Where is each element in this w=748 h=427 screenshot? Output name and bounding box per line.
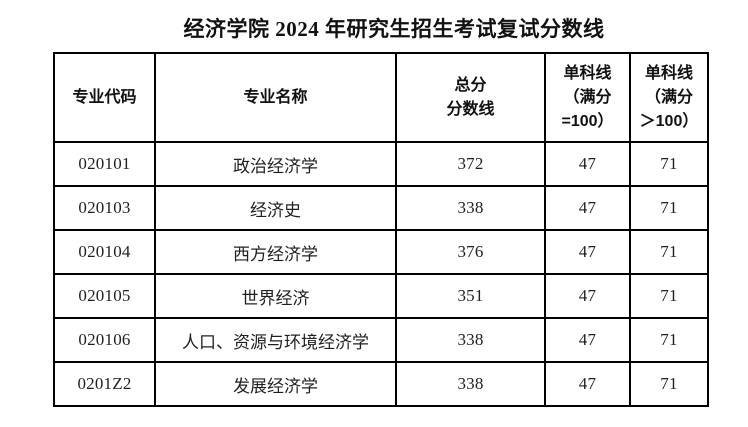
table-header: 专业代码 专业名称 总分 分数线 单科线 （满分 =100） 单科线 （满分 ＞… <box>53 52 709 143</box>
cell-major-code: 020103 <box>53 185 156 231</box>
page-title: 经济学院 2024 年研究生招生考试复试分数线 <box>183 17 605 41</box>
cell-single-over-100: 71 <box>629 229 709 275</box>
header-cell-major-name: 专业名称 <box>154 52 397 143</box>
cell-major-name: 政治经济学 <box>154 141 397 187</box>
cell-single-100: 47 <box>544 141 631 187</box>
cell-major-code: 020105 <box>53 273 156 319</box>
cell-single-over-100: 71 <box>629 273 709 319</box>
cell-single-over-100: 71 <box>629 317 709 363</box>
cell-major-code: 0201Z2 <box>53 361 156 407</box>
header-cell-single-100: 单科线 （满分 =100） <box>544 52 631 143</box>
table-row: 0201Z2 发展经济学 338 47 71 <box>53 361 709 407</box>
header-cell-single-over-100: 单科线 （满分 ＞100） <box>629 52 709 143</box>
table-row: 020103 经济史 338 47 71 <box>53 185 709 231</box>
header-row: 专业代码 专业名称 总分 分数线 单科线 （满分 =100） 单科线 （满分 ＞… <box>53 52 709 143</box>
cell-total-score: 338 <box>395 185 546 231</box>
cell-total-score: 372 <box>395 141 546 187</box>
cell-total-score: 338 <box>395 361 546 407</box>
cell-single-100: 47 <box>544 185 631 231</box>
cell-major-name: 世界经济 <box>154 273 397 319</box>
table-row: 020104 西方经济学 376 47 71 <box>53 229 709 275</box>
cell-single-100: 47 <box>544 229 631 275</box>
table-row: 020101 政治经济学 372 47 71 <box>53 141 709 187</box>
cell-single-over-100: 71 <box>629 185 709 231</box>
cell-major-name: 西方经济学 <box>154 229 397 275</box>
cell-major-code: 020106 <box>53 317 156 363</box>
header-cell-major-code: 专业代码 <box>53 52 156 143</box>
cell-single-over-100: 71 <box>629 361 709 407</box>
table-body: 020101 政治经济学 372 47 71 020103 经济史 338 47… <box>53 141 709 407</box>
cell-total-score: 338 <box>395 317 546 363</box>
cell-major-name: 经济史 <box>154 185 397 231</box>
cell-major-code: 020101 <box>53 141 156 187</box>
table-row: 020105 世界经济 351 47 71 <box>53 273 709 319</box>
cell-total-score: 376 <box>395 229 546 275</box>
header-cell-total-score-line: 总分 分数线 <box>395 52 546 143</box>
cell-total-score: 351 <box>395 273 546 319</box>
cell-single-100: 47 <box>544 317 631 363</box>
cell-single-100: 47 <box>544 273 631 319</box>
cell-single-100: 47 <box>544 361 631 407</box>
cell-major-name: 发展经济学 <box>154 361 397 407</box>
cell-single-over-100: 71 <box>629 141 709 187</box>
score-table: 专业代码 专业名称 总分 分数线 单科线 （满分 =100） 单科线 （满分 ＞… <box>53 52 709 407</box>
cell-major-name: 人口、资源与环境经济学 <box>154 317 397 363</box>
cell-major-code: 020104 <box>53 229 156 275</box>
table-row: 020106 人口、资源与环境经济学 338 47 71 <box>53 317 709 363</box>
